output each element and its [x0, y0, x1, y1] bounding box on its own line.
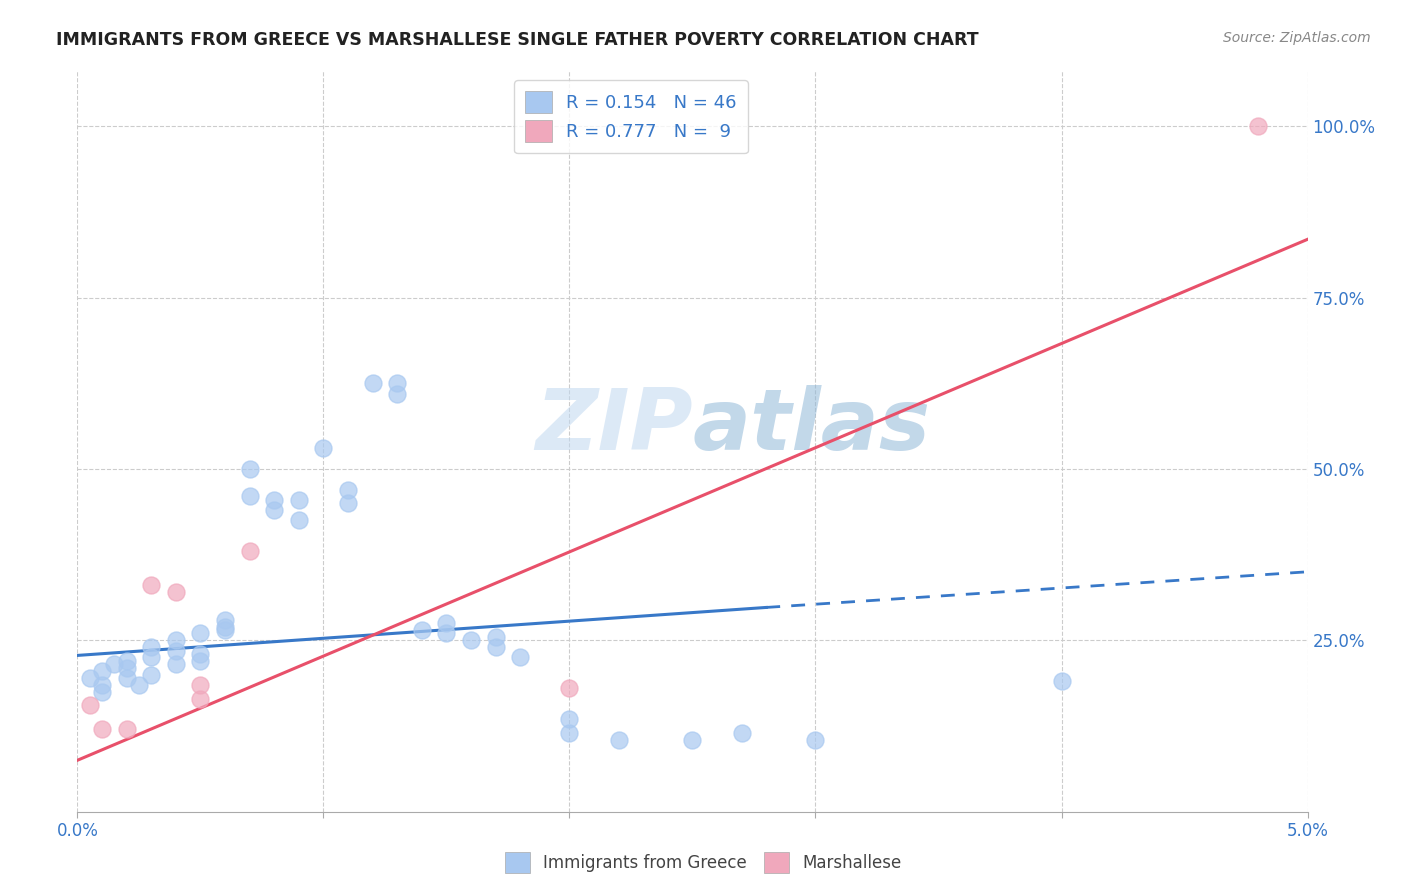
Point [485, 640, 508, 655]
Point [239, 544, 262, 558]
Point [79, 698, 101, 713]
Point [165, 585, 187, 599]
Point [682, 732, 704, 747]
Point [263, 492, 285, 507]
Point [411, 623, 433, 637]
Point [214, 613, 236, 627]
Point [188, 678, 212, 692]
Point [115, 654, 138, 668]
Point [460, 633, 482, 648]
Point [188, 691, 212, 706]
Point [188, 647, 212, 661]
Point [485, 630, 508, 644]
Point [103, 657, 125, 672]
Point [558, 712, 581, 726]
Point [90, 664, 114, 678]
Point [128, 678, 150, 692]
Point [239, 462, 262, 476]
Point [90, 685, 114, 699]
Point [288, 492, 311, 507]
Point [337, 483, 360, 497]
Point [436, 626, 458, 640]
Point [141, 640, 163, 655]
Text: atlas: atlas [693, 385, 931, 468]
Point [1050, 674, 1073, 689]
Point [115, 671, 138, 685]
Point [165, 633, 187, 648]
Text: Source: ZipAtlas.com: Source: ZipAtlas.com [1223, 31, 1371, 45]
Point [558, 681, 581, 696]
Point [607, 732, 630, 747]
Point [90, 723, 114, 737]
Point [214, 619, 236, 633]
Point [385, 386, 409, 401]
Point [188, 626, 212, 640]
Legend: R = 0.154   N = 46, R = 0.777   N =  9: R = 0.154 N = 46, R = 0.777 N = 9 [515, 80, 748, 153]
Point [239, 489, 262, 503]
Point [312, 442, 335, 456]
Point [436, 616, 458, 631]
Point [337, 496, 360, 510]
Point [165, 657, 187, 672]
Point [141, 667, 163, 681]
Text: IMMIGRANTS FROM GREECE VS MARSHALLESE SINGLE FATHER POVERTY CORRELATION CHART: IMMIGRANTS FROM GREECE VS MARSHALLESE SI… [56, 31, 979, 49]
Point [731, 726, 754, 740]
Point [361, 376, 384, 391]
Point [804, 732, 827, 747]
Point [288, 513, 311, 527]
Point [115, 661, 138, 675]
Text: ZIP: ZIP [534, 385, 693, 468]
Point [141, 650, 163, 665]
Point [558, 726, 581, 740]
Point [165, 643, 187, 657]
Point [188, 654, 212, 668]
Point [385, 376, 409, 391]
Point [509, 650, 531, 665]
Point [90, 678, 114, 692]
Point [115, 723, 138, 737]
Point [263, 503, 285, 517]
Point [79, 671, 101, 685]
Point [141, 578, 163, 592]
Point [214, 623, 236, 637]
Legend: Immigrants from Greece, Marshallese: Immigrants from Greece, Marshallese [498, 846, 908, 880]
Point [1247, 119, 1270, 133]
